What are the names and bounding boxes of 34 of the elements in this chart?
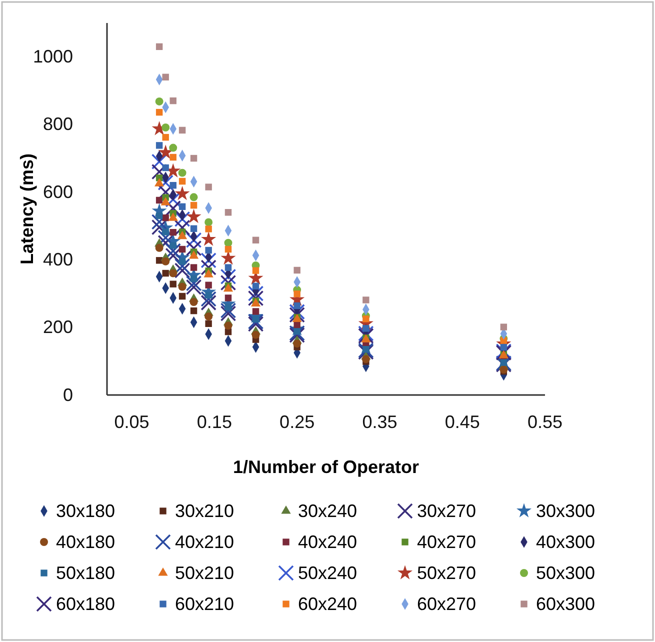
legend-label: 60x210 bbox=[175, 594, 234, 614]
x-tick-label: 0.45 bbox=[444, 412, 480, 432]
legend-label: 50x180 bbox=[56, 563, 116, 583]
legend-label: 40x270 bbox=[417, 532, 476, 552]
legend-label: 60x270 bbox=[417, 594, 476, 614]
x-tick-label: 0.15 bbox=[196, 412, 232, 432]
y-tick-label: 400 bbox=[42, 249, 73, 270]
legend-label: 50x300 bbox=[536, 563, 596, 583]
legend-label: 30x300 bbox=[536, 501, 596, 521]
x-tick-label: 0.55 bbox=[527, 412, 563, 432]
legend-label: 40x300 bbox=[536, 532, 596, 552]
y-tick-label: 600 bbox=[42, 182, 73, 202]
legend-label: 50x240 bbox=[298, 563, 358, 583]
x-tick-label: 0.35 bbox=[362, 412, 398, 432]
legend-label: 40x210 bbox=[175, 532, 234, 552]
y-axis-title: Latency (ms) bbox=[17, 153, 37, 265]
y-tick-label: 1000 bbox=[32, 46, 73, 67]
y-tick-label: 0 bbox=[62, 384, 73, 405]
legend-label: 30x210 bbox=[175, 501, 234, 521]
legend-label: 30x180 bbox=[56, 501, 116, 521]
legend-label: 30x240 bbox=[298, 501, 358, 521]
x-tick-label: 0.05 bbox=[114, 412, 150, 432]
legend-label: 60x180 bbox=[56, 594, 116, 614]
legend-label: 50x270 bbox=[417, 563, 476, 583]
x-tick-label: 0.25 bbox=[280, 412, 315, 432]
legend-label: 60x300 bbox=[536, 594, 596, 614]
legend-label: 60x240 bbox=[298, 594, 358, 614]
legend-label: 40x180 bbox=[56, 532, 116, 552]
legend-label: 40x240 bbox=[298, 532, 358, 552]
x-axis-title: 1/Number of Operator bbox=[232, 457, 420, 477]
legend-label: 50x210 bbox=[175, 563, 234, 583]
legend-label: 30x270 bbox=[417, 501, 476, 521]
y-tick-label: 800 bbox=[42, 114, 73, 134]
y-tick-label: 200 bbox=[42, 317, 73, 338]
